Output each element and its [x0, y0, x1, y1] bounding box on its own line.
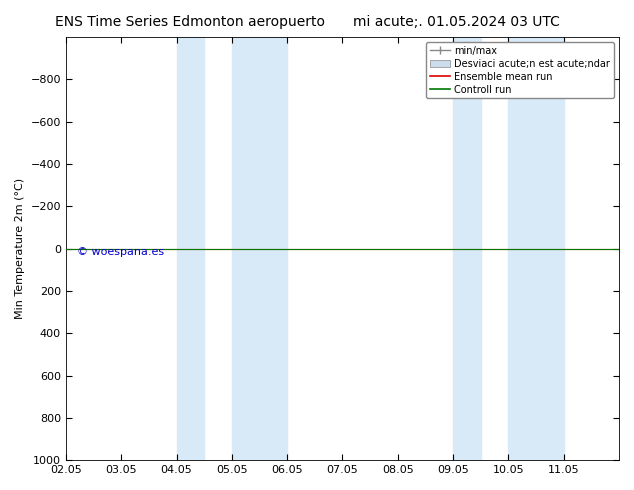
Bar — [453, 37, 481, 460]
Bar — [232, 37, 287, 460]
Bar — [508, 37, 564, 460]
Bar — [176, 37, 204, 460]
Text: ENS Time Series Edmonton aeropuerto: ENS Time Series Edmonton aeropuerto — [55, 15, 325, 29]
Text: mi acute;. 01.05.2024 03 UTC: mi acute;. 01.05.2024 03 UTC — [353, 15, 560, 29]
Y-axis label: Min Temperature 2m (°C): Min Temperature 2m (°C) — [15, 178, 25, 319]
Text: © woespana.es: © woespana.es — [77, 247, 164, 257]
Legend: min/max, Desviaci acute;n est acute;ndar, Ensemble mean run, Controll run: min/max, Desviaci acute;n est acute;ndar… — [426, 42, 614, 98]
